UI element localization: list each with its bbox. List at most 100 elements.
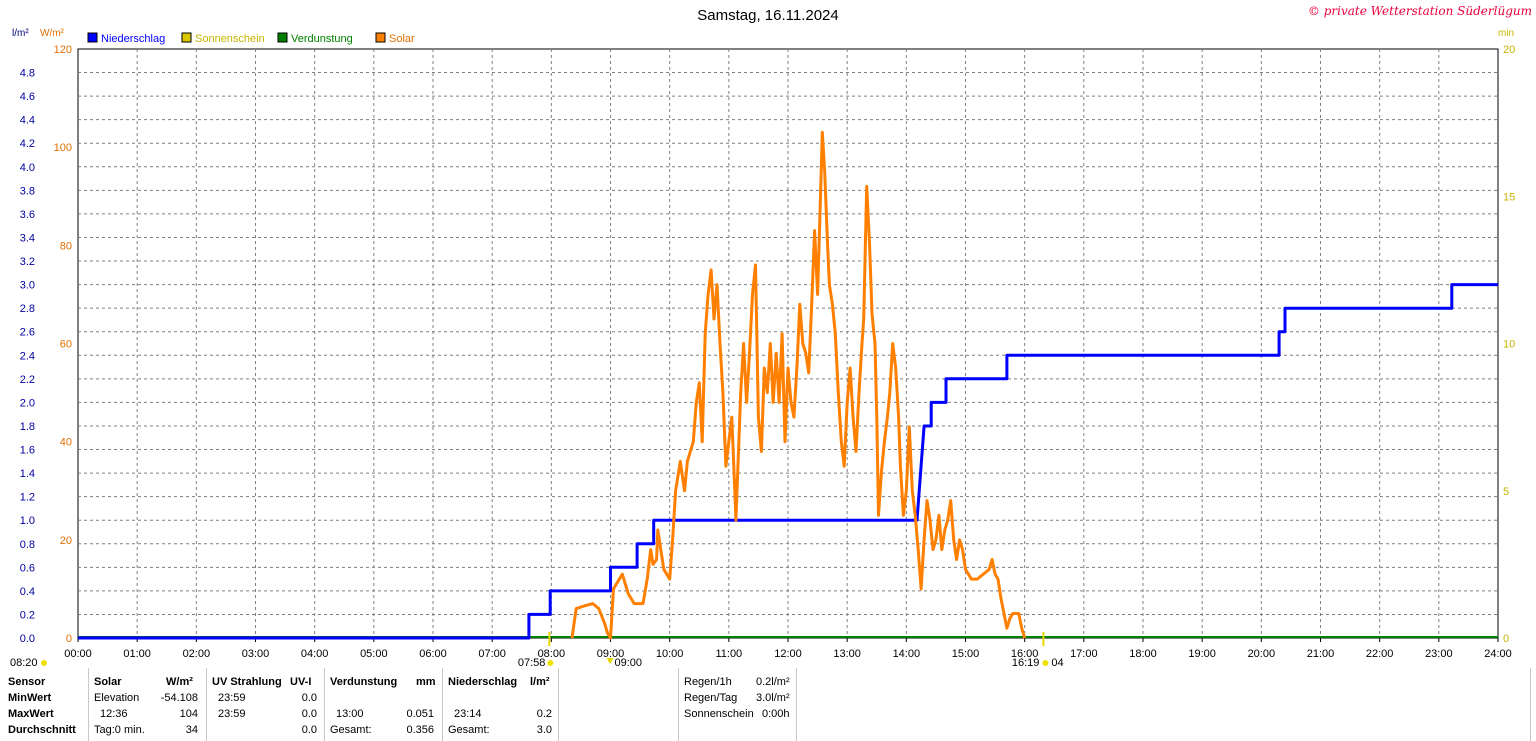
solar-max-value: 104 [179,708,198,720]
y-minutes-tick-label: 5 [1503,486,1509,498]
legend-swatch [87,32,98,43]
unit-solar-label: W/m² [40,28,65,39]
evap-max-time: 13:00 [336,708,364,720]
legend-label: Niederschlag [101,33,165,45]
y-rain-tick-label: 1.6 [20,445,35,457]
x-tick-label: 07:00 [478,648,506,660]
solar-min-time: Elevation [94,692,140,704]
y-rain-tick-label: 3.0 [20,280,35,292]
y-rain-tick-label: 2.0 [20,397,35,409]
y-rain-tick-label: 4.0 [20,162,35,174]
y-rain-tick-label: 4.2 [20,138,35,150]
series-niederschlag [78,283,1498,640]
statistics-table: Sensor MinWert MaxWert Durchschnitt Sola… [0,668,1536,741]
x-tick-label: 10:00 [656,648,684,660]
copyright-notice: © private Wetterstation Süderlügum [1307,4,1532,18]
evap-head: Verdunstung [330,676,398,688]
uv-max-value: 0.0 [301,708,317,720]
y-rain-tick-label: 1.8 [20,421,35,433]
x-tick-label: 19:00 [1188,648,1216,660]
y-rain-tick-label: 3.6 [20,209,35,221]
x-tick-label: 20:00 [1248,648,1276,660]
x-tick-label: 03:00 [242,648,270,660]
legend: Niederschlag Sonnenschein Verdunstung Solar [87,32,415,45]
table-divider [1530,668,1531,741]
sun-icon [41,660,47,666]
y-rain-tick-label: 3.2 [20,256,35,268]
evap-unit: mm [416,676,436,688]
legend-label: Verdunstung [291,33,353,45]
y-rain-tick-label: 0.0 [20,633,35,645]
legend-label: Sonnenschein [195,33,265,45]
legend-swatch [277,32,288,43]
evap-total-label: Gesamt: [330,724,372,736]
x-tick-label: 23:00 [1425,648,1453,660]
x-tick-label: 16:00 [1011,648,1039,660]
y-rain-tick-label: 0.8 [20,539,35,551]
row-label-sensor: Sensor [8,676,46,688]
solar-start-label: 09:00 [615,657,643,668]
x-tick-label: 09:00 [597,648,625,660]
solar-max-time: 12:36 [100,708,128,720]
x-tick-label: 00:00 [64,648,92,660]
axes: 00:00 01:00 02:00 03:00 04:00 05:00 06:00 07:00… [20,44,1516,660]
sunrise-label: 07:58 [518,657,546,668]
y-solar-tick-label: 120 [54,44,72,56]
table-divider [558,668,559,741]
daylength-label: 08:20 [10,657,38,668]
uv-max-time: 23:59 [218,708,246,720]
y-rain-tick-label: 4.6 [20,91,35,103]
extra-label-rain-1h: Regen/1h [684,676,732,688]
sun-markers: 07:58 16:19 04 09:00 08:20 [10,632,1064,668]
extra-label-sunshine: Sonnenschein [684,708,754,720]
solar-avg-time: Tag:0 min. [94,724,145,736]
legend-swatch [181,32,192,43]
sun-icon [547,660,554,666]
uv-head: UV Strahlung [212,676,282,688]
table-divider [324,668,325,741]
rain-total-label: Gesamt: [448,724,490,736]
x-tick-label: 22:00 [1366,648,1394,660]
y-rain-tick-label: 3.4 [20,232,35,244]
y-rain-tick-label: 0.2 [20,609,35,621]
rain-unit: l/m² [530,676,550,688]
y-minutes-tick-label: 10 [1503,339,1515,351]
x-tick-label: 02:00 [183,648,211,660]
y-minutes-tick-label: 0 [1503,633,1509,645]
x-tick-label: 08:00 [538,648,566,660]
y-solar-tick-label: 40 [60,437,72,449]
legend-label: Solar [389,33,415,45]
x-tick-label: 15:00 [952,648,980,660]
y-rain-tick-label: 0.4 [20,586,35,598]
y-solar-tick-label: 0 [66,633,72,645]
y-solar-tick-label: 100 [54,142,72,154]
unit-rain-label: l/m² [12,28,29,39]
chart-title: Samstag, 16.11.2024 [697,7,839,24]
x-tick-label: 21:00 [1307,648,1335,660]
x-tick-label: 12:00 [774,648,802,660]
sun-icon [1042,660,1049,666]
x-tick-label: 14:00 [893,648,921,660]
weather-chart: Samstag, 16.11.2024 l/m² W/m² min Nieder… [10,7,1516,668]
legend-swatch [375,32,386,43]
sunset-label: 16:19 [1012,657,1040,668]
uv-min-time: 23:59 [218,692,246,704]
x-tick-label: 01:00 [123,648,151,660]
unit-minutes-label: min [1498,28,1514,39]
y-rain-tick-label: 4.8 [20,68,35,80]
extra-value-sunshine: 0:00h [762,708,790,720]
evap-total-value: 0.356 [406,724,434,736]
uv-avg-value: 0.0 [301,724,317,736]
y-solar-tick-label: 20 [60,535,72,547]
extra-value-rain-day: 3.0l/m² [756,692,790,704]
y-rain-tick-label: 1.4 [20,468,35,480]
table-divider [206,668,207,741]
series-layer [78,130,1498,640]
solar-head: Solar [94,676,122,688]
x-tick-label: 04:00 [301,648,329,660]
rain-head: Niederschlag [448,676,518,688]
x-tick-label: 13:00 [833,648,861,660]
table-divider [88,668,89,741]
rain-max-value: 0.2 [536,708,552,720]
x-tick-label: 17:00 [1070,648,1098,660]
